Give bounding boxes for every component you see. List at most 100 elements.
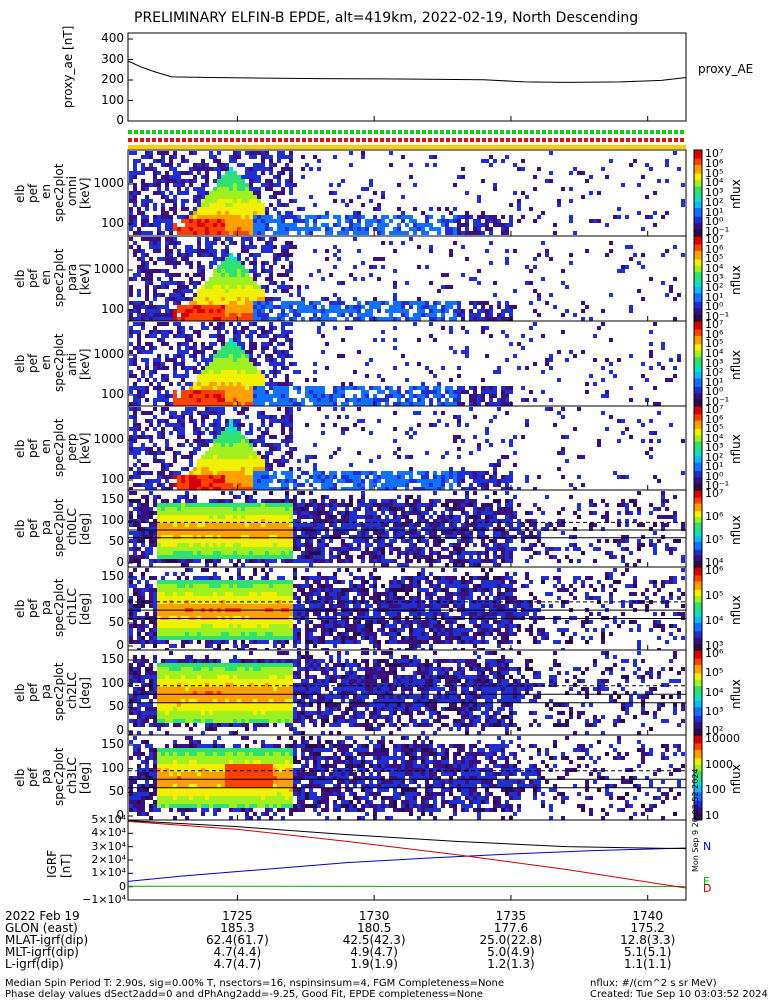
heatmap-cell [353, 511, 357, 515]
heatmap-cell [133, 463, 137, 467]
heatmap-cell [189, 346, 193, 350]
heatmap-cell [205, 253, 209, 257]
heatmap-cell [197, 374, 201, 378]
heatmap-cell [325, 398, 329, 402]
heatmap-cell [277, 523, 281, 527]
heatmap-cell [169, 277, 173, 281]
heatmap-cell [169, 539, 173, 543]
heatmap-cell [169, 555, 173, 559]
heatmap-cell [153, 427, 157, 431]
heatmap-cell [313, 398, 317, 402]
heatmap-cell [245, 183, 249, 187]
heatmap-cell [405, 431, 409, 435]
heatmap-cell [309, 543, 313, 547]
heatmap-cell [249, 191, 253, 195]
heatmap-cell [433, 411, 437, 415]
heatmap-cell [401, 483, 405, 487]
heatmap-cell [209, 483, 213, 487]
heatmap-cell [189, 253, 193, 257]
heatmap-cell [289, 499, 293, 503]
heatmap-cell [173, 322, 177, 326]
heatmap-cell [209, 167, 213, 171]
heatmap-cell [137, 301, 141, 305]
heatmap-cell [133, 346, 137, 350]
heatmap-cell [261, 370, 265, 374]
heatmap-cell [245, 402, 249, 406]
heatmap-cell [149, 330, 153, 334]
heatmap-cell [373, 475, 377, 479]
heatmap-cell [589, 191, 593, 195]
heatmap-cell [233, 386, 237, 390]
heatmap-cell [205, 559, 209, 563]
heatmap-cell [205, 195, 209, 199]
heatmap-cell [217, 499, 221, 503]
heatmap-cell [337, 257, 341, 261]
heatmap-cell [177, 523, 181, 527]
heatmap-cell [465, 257, 469, 261]
heatmap-cell [137, 338, 141, 342]
heatmap-cell [317, 475, 321, 479]
heatmap-cell [217, 543, 221, 547]
heatmap-cell [293, 547, 297, 551]
status-red-mark [416, 138, 420, 142]
heatmap-cell [241, 211, 245, 215]
heatmap-cell [149, 317, 153, 321]
heatmap-cell [225, 431, 229, 435]
heatmap-cell [437, 289, 441, 293]
heatmap-cell [193, 285, 197, 289]
heatmap-cell [129, 390, 133, 394]
heatmap-cell [473, 305, 477, 309]
heatmap-cell [245, 479, 249, 483]
heatmap-cell [401, 402, 405, 406]
heatmap-cell [181, 366, 185, 370]
heatmap-cell [297, 559, 301, 563]
status-red-mark [608, 138, 612, 142]
status-red-mark [152, 138, 156, 142]
heatmap-cell [425, 163, 429, 167]
heatmap-cell [301, 507, 305, 511]
heatmap-cell [421, 471, 425, 475]
heatmap-cell [161, 322, 165, 326]
heatmap-cell [525, 423, 529, 427]
heatmap-cell [441, 223, 445, 227]
heatmap-cell [249, 543, 253, 547]
heatmap-cell [409, 227, 413, 231]
heatmap-cell [269, 203, 273, 207]
heatmap-cell [221, 507, 225, 511]
heatmap-cell [337, 535, 341, 539]
heatmap-cell [265, 313, 269, 317]
heatmap-cell [237, 378, 241, 382]
heatmap-cell [433, 338, 437, 342]
heatmap-cell [457, 455, 461, 459]
heatmap-cell [653, 431, 657, 435]
heatmap-cell [185, 394, 189, 398]
heatmap-cell [177, 305, 181, 309]
heatmap-cell [253, 467, 257, 471]
heatmap-cell [361, 313, 365, 317]
heatmap-cell [301, 515, 305, 519]
heatmap-cell [325, 394, 329, 398]
heatmap-cell [129, 301, 133, 305]
heatmap-cell [273, 382, 277, 386]
heatmap-cell [205, 535, 209, 539]
heatmap-cell [229, 543, 233, 547]
heatmap-cell [433, 309, 437, 313]
heatmap-cell [245, 459, 249, 463]
heatmap-cell [205, 285, 209, 289]
heatmap-cell [461, 475, 465, 479]
heatmap-cell [261, 467, 265, 471]
heatmap-cell [177, 346, 181, 350]
heatmap-cell [257, 394, 261, 398]
heatmap-cell [261, 265, 265, 269]
heatmap-cell [389, 305, 393, 309]
heatmap-cell [145, 419, 149, 423]
heatmap-cell [345, 219, 349, 223]
heatmap-cell [161, 483, 165, 487]
heatmap-cell [281, 285, 285, 289]
heatmap-cell [205, 382, 209, 386]
heatmap-cell [137, 317, 141, 321]
heatmap-cell [533, 187, 537, 191]
heatmap-cell [321, 350, 325, 354]
heatmap-cell [189, 245, 193, 249]
heatmap-cell [273, 459, 277, 463]
